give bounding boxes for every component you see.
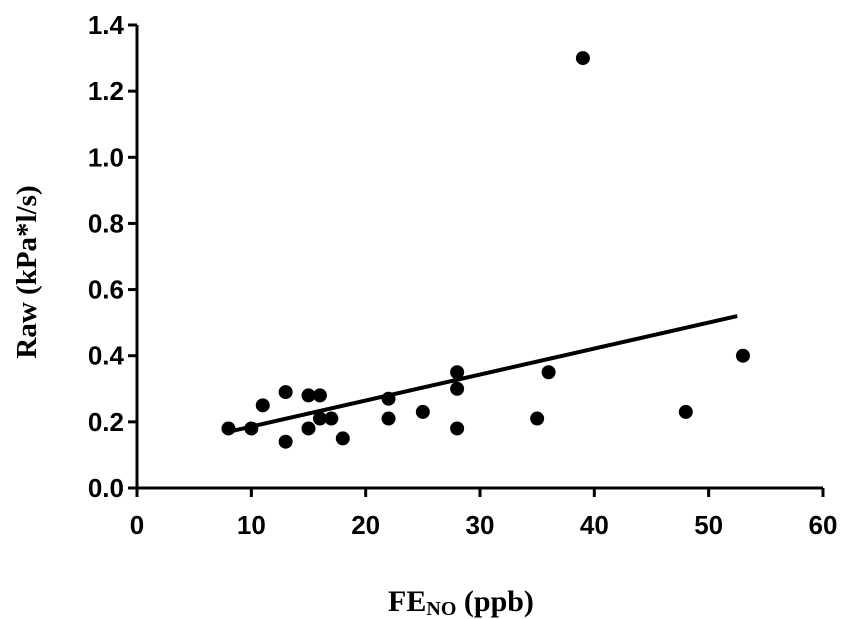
x-axis-title-main: FE: [388, 585, 426, 618]
regression-line: [228, 314, 738, 434]
data-point: [678, 404, 693, 419]
data-point: [381, 391, 396, 406]
x-tick-label: 60: [809, 510, 838, 540]
data-point: [335, 431, 350, 446]
x-axis-title-subscript: NO: [426, 598, 456, 619]
data-point: [450, 421, 465, 436]
data-point: [278, 434, 293, 449]
y-axis: 0.0 0.2 0.4 0.6 0.8 1.0 1.2 1.4: [88, 10, 139, 503]
data-point: [381, 411, 396, 426]
data-point: [278, 385, 293, 400]
data-point: [255, 398, 270, 413]
x-tick-label: 30: [466, 510, 495, 540]
plot-area: [221, 51, 750, 449]
y-tick-label: 0.2: [88, 407, 124, 437]
x-tick-label: 0: [130, 510, 144, 540]
data-point: [244, 421, 259, 436]
data-point: [450, 365, 465, 380]
y-tick-label: 1.4: [88, 10, 125, 40]
x-axis-title: FENO (ppb): [388, 585, 534, 619]
x-axis: 0 10 20 30 40 50 60: [130, 486, 838, 540]
x-tick-label: 20: [351, 510, 380, 540]
data-point: [541, 365, 556, 380]
data-point: [735, 348, 750, 363]
y-tick-label: 0.4: [88, 341, 125, 371]
data-point: [312, 388, 327, 403]
data-point: [301, 388, 316, 403]
data-point: [575, 51, 590, 66]
data-point: [415, 404, 430, 419]
y-tick-label: 0.6: [88, 275, 124, 305]
y-tick-label: 0.0: [88, 473, 124, 503]
data-point: [221, 421, 236, 436]
x-tick-label: 10: [237, 510, 266, 540]
data-point: [312, 411, 327, 426]
y-tick-label: 1.2: [88, 76, 124, 106]
y-tick-label: 1.0: [88, 142, 124, 172]
y-tick-label: 0.8: [88, 208, 124, 238]
x-axis-title-suffix: (ppb): [456, 585, 534, 618]
y-axis-title: Raw (kPa*l/s): [11, 185, 43, 358]
data-point: [450, 381, 465, 396]
data-point: [530, 411, 545, 426]
x-tick-label: 50: [694, 510, 723, 540]
data-point: [324, 411, 339, 426]
x-tick-label: 40: [580, 510, 609, 540]
data-point: [301, 421, 316, 436]
